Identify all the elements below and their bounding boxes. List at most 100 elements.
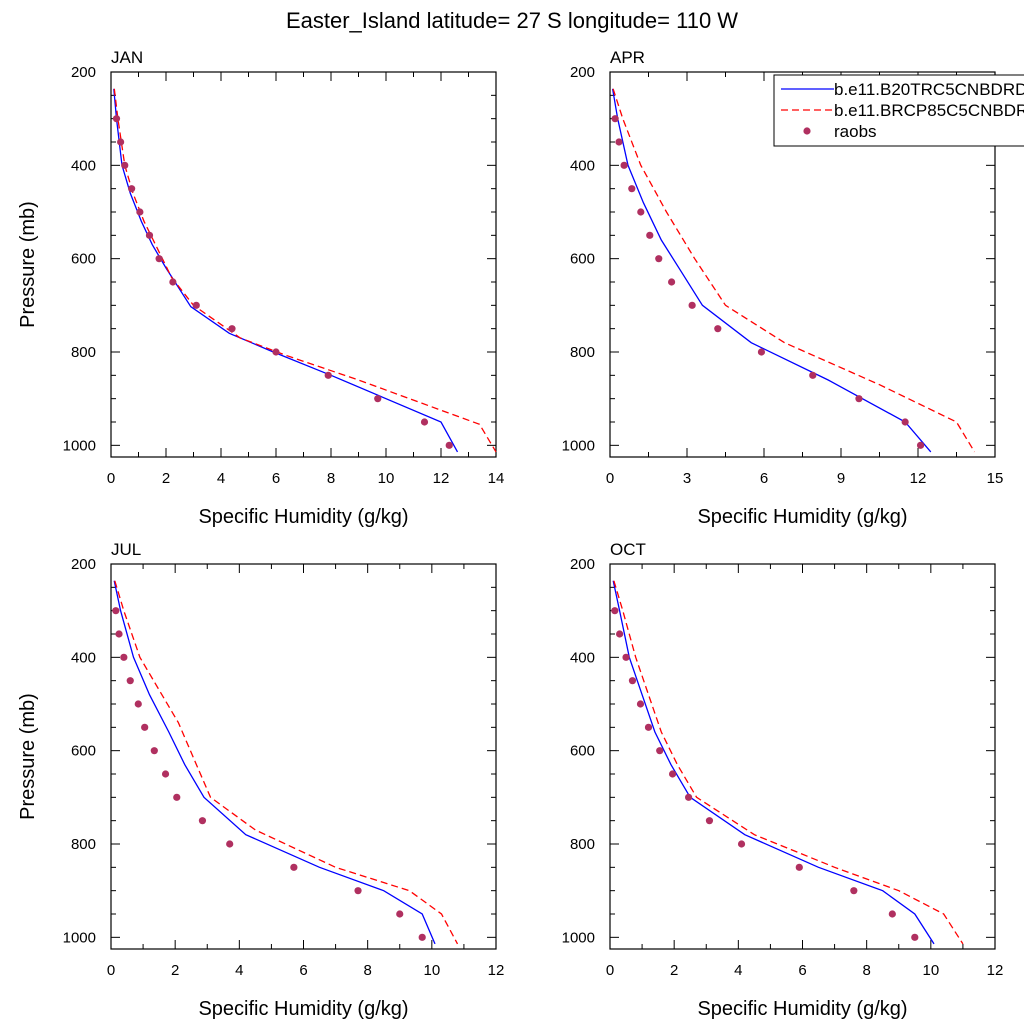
data-point [150,747,158,755]
x-tick-label: 0 [107,470,115,487]
x-tick-label: 6 [299,962,307,979]
legend-marker [803,127,811,135]
x-tick-label: 8 [363,962,371,979]
data-point [155,255,163,263]
series-line-rcp85 [113,88,497,453]
x-tick-label: 6 [798,962,806,979]
data-point [396,910,404,918]
series-line-rcp85 [114,580,459,945]
x-tick-label: 9 [837,470,845,487]
legend-label: b.e11.BRCP85C5CNBDRD [834,101,1024,120]
plot-frame [609,563,996,950]
y-tick-label: 1000 [562,929,595,946]
data-point [112,115,121,123]
data-point [228,325,236,333]
data-point [616,630,624,638]
series-raobs [112,607,426,941]
data-point [901,418,909,426]
x-tick-label: 12 [433,470,450,487]
data-point [688,301,696,309]
x-tick-label: 14 [488,470,505,487]
data-point [290,863,298,871]
data-point [272,348,280,356]
data-point [637,208,645,216]
data-point [737,840,746,848]
x-tick-label: 0 [107,962,115,979]
data-point [173,793,181,801]
x-tick-label: 6 [272,470,280,487]
panel-label: JAN [111,48,143,67]
data-point [145,231,154,239]
y-tick-label: 400 [570,157,595,174]
legend: b.e11.B20TRC5CNBDRD b.e11.BRCP85C5CNBDRD r… [773,74,1024,147]
data-point [705,817,714,825]
data-point [911,933,919,941]
x-tick-label: 2 [670,962,678,979]
data-point [121,161,129,169]
data-point [120,653,128,661]
x-tick-label: 6 [760,470,768,487]
x-tick-label: 10 [423,962,440,979]
data-point [374,395,382,403]
x-axis-title: Specific Humidity (g/kg) [198,506,408,528]
data-point [757,348,766,356]
y-tick-label: 600 [570,251,595,268]
x-tick-label: 12 [488,962,505,979]
y-tick-label: 1000 [562,437,595,454]
data-point [668,278,676,286]
plot-frame [110,563,497,950]
data-point [916,441,925,449]
x-tick-label: 4 [235,962,243,979]
data-point [226,840,234,848]
data-point [646,231,654,239]
x-tick-label: 4 [217,470,225,487]
data-point [126,677,134,685]
y-tick-label: 200 [570,64,595,81]
panel-label: APR [610,48,645,67]
panel-oct: OCT 0 2 4 6 8 10 12 200 400 600 800 1000 Specific Hum… [562,540,1004,1020]
data-point [161,770,170,778]
y-tick-label: 600 [570,743,595,760]
data-point [445,441,453,449]
data-point [324,371,332,379]
x-axis-title: Specific Humidity (g/kg) [697,998,907,1020]
series-line-b20tr [612,580,935,945]
x-tick-label: 10 [922,962,939,979]
series-line-rcp85 [613,580,964,945]
data-point [644,723,653,731]
data-point [850,887,858,895]
panel-jan: JAN 0 2 4 6 8 10 12 14 200 400 600 800 1000 Specific H… [17,48,504,528]
x-tick-label: 2 [171,962,179,979]
x-axis-title: Specific Humidity (g/kg) [697,506,907,528]
x-tick-label: 4 [734,962,742,979]
plot-frame [110,71,497,458]
series-raobs [611,607,919,941]
data-point [418,933,426,941]
y-tick-label: 1000 [63,929,96,946]
data-point [112,607,120,615]
y-tick-label: 400 [71,157,96,174]
data-point [169,278,177,286]
data-point [611,115,619,123]
data-point [656,747,664,755]
x-tick-label: 0 [606,470,614,487]
y-tick-label: 200 [570,556,595,573]
y-tick-label: 1000 [63,437,96,454]
data-point [192,301,200,309]
panel-jul: JUL 0 2 4 6 8 10 12 200 400 600 800 1000 Specific Hum… [17,540,504,1020]
data-point [628,185,636,193]
panel-label: OCT [610,540,646,559]
y-tick-label: 800 [71,344,96,361]
data-point [115,630,123,638]
data-point [198,817,207,825]
y-tick-label: 400 [71,649,96,666]
x-tick-label: 8 [862,962,870,979]
data-point [636,700,645,708]
data-point [809,371,817,379]
data-point [795,863,803,871]
data-point [141,723,149,731]
data-point [620,161,628,169]
data-point [685,793,693,801]
y-tick-label: 800 [570,344,595,361]
